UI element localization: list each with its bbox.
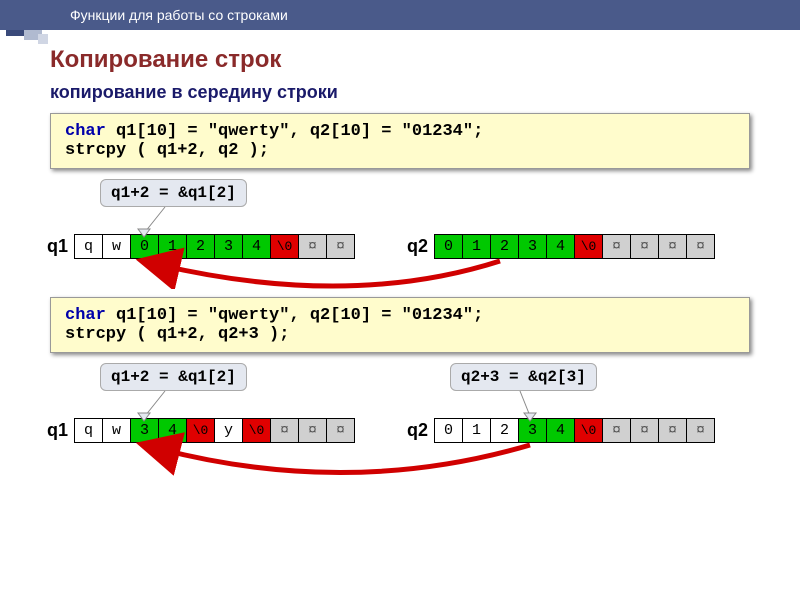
array-label-q2: q2 <box>400 236 428 257</box>
array-cell: 1 <box>463 419 491 442</box>
array-cell: y <box>215 419 243 442</box>
array-cell: ¤ <box>327 419 354 442</box>
sub-title: копирование в середину строки <box>50 82 750 103</box>
array-cell: \0 <box>575 419 603 442</box>
array-cell: 3 <box>215 235 243 258</box>
slide-header: Функции для работы со строками <box>0 0 800 30</box>
main-title: Копирование строк <box>50 46 750 74</box>
array-cell: ¤ <box>299 235 327 258</box>
diagram-1: q1+2 = &q1[2] q1 qw01234\0¤¤ q2 01234\0¤… <box>50 179 750 289</box>
code-block-1: char q1[10] = "qwerty", q2[10] = "01234"… <box>50 113 750 169</box>
code-block-2: char q1[10] = "qwerty", q2[10] = "01234"… <box>50 297 750 353</box>
array-cell: ¤ <box>659 235 687 258</box>
array-cell: ¤ <box>271 419 299 442</box>
array-cell: w <box>103 235 131 258</box>
array-q2-b: 01234\0¤¤¤¤ <box>434 418 715 443</box>
array-cell: \0 <box>243 419 271 442</box>
array-cell: 4 <box>243 235 271 258</box>
header-title: Функции для работы со строками <box>70 7 288 23</box>
code-text: strcpy ( q1+2, q2 ); <box>65 141 269 160</box>
array-cell: ¤ <box>659 419 687 442</box>
callout-q1-ptr: q1+2 = &q1[2] <box>100 179 247 207</box>
array-cell: 1 <box>463 235 491 258</box>
array-cell: 3 <box>519 235 547 258</box>
array-cell: q <box>75 235 103 258</box>
array-cell: 0 <box>435 419 463 442</box>
array-cell: ¤ <box>631 235 659 258</box>
array-q1: qw01234\0¤¤ <box>74 234 355 259</box>
code-text: q1[10] = "qwerty", q2[10] = "01234"; <box>106 306 483 325</box>
array-label-q2-b: q2 <box>400 420 428 441</box>
array-cell: ¤ <box>631 419 659 442</box>
array-cell: 0 <box>435 235 463 258</box>
array-cell: 4 <box>159 419 187 442</box>
array-cell: 4 <box>547 419 575 442</box>
array-q1-b: qw34\0y\0¤¤¤ <box>74 418 355 443</box>
code-text: strcpy ( q1+2, q2+3 ); <box>65 325 289 344</box>
callout-q1-ptr-2: q1+2 = &q1[2] <box>100 363 247 391</box>
array-cell: ¤ <box>327 235 354 258</box>
array-label-q1: q1 <box>40 236 68 257</box>
keyword: char <box>65 306 106 325</box>
array-cell: ¤ <box>687 235 714 258</box>
array-cell: ¤ <box>603 235 631 258</box>
array-cell: 2 <box>187 235 215 258</box>
keyword: char <box>65 122 106 141</box>
array-cell: ¤ <box>299 419 327 442</box>
array-cell: 0 <box>131 235 159 258</box>
array-cell: \0 <box>575 235 603 258</box>
code-text: q1[10] = "qwerty", q2[10] = "01234"; <box>106 122 483 141</box>
array-cell: 1 <box>159 235 187 258</box>
array-cell: 4 <box>547 235 575 258</box>
array-cell: q <box>75 419 103 442</box>
callout-q2-ptr: q2+3 = &q2[3] <box>450 363 597 391</box>
array-cell: 3 <box>519 419 547 442</box>
array-cell: \0 <box>187 419 215 442</box>
array-cell: \0 <box>271 235 299 258</box>
array-cell: 2 <box>491 235 519 258</box>
array-cell: 3 <box>131 419 159 442</box>
array-q2: 01234\0¤¤¤¤ <box>434 234 715 259</box>
array-label-q1-b: q1 <box>40 420 68 441</box>
diagram-2: q1+2 = &q1[2] q2+3 = &q2[3] q 1 qw34\0y\0… <box>50 363 750 483</box>
array-cell: ¤ <box>603 419 631 442</box>
array-cell: 2 <box>491 419 519 442</box>
array-cell: ¤ <box>687 419 714 442</box>
array-cell: w <box>103 419 131 442</box>
